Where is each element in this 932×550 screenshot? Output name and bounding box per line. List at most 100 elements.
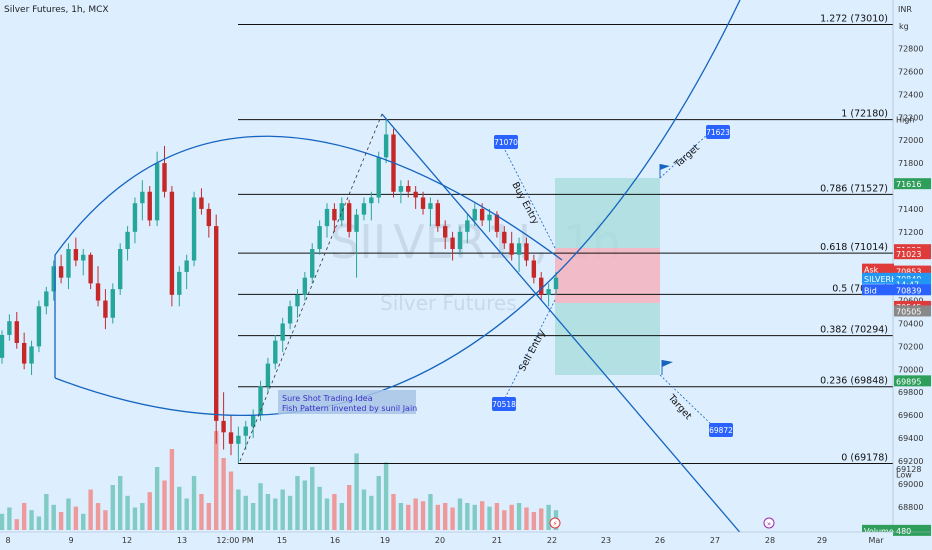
candle-body[interactable] <box>317 226 322 250</box>
candle-body[interactable] <box>354 214 359 232</box>
candle-body[interactable] <box>184 260 189 272</box>
candle-body[interactable] <box>524 243 529 261</box>
candle-body[interactable] <box>206 208 212 227</box>
candle-body[interactable] <box>250 415 256 427</box>
price-tick-label: 69200 <box>898 457 923 466</box>
fish-upper-curve[interactable] <box>54 135 563 261</box>
fish-lower-curve[interactable] <box>54 0 741 416</box>
candle-body[interactable] <box>214 226 219 421</box>
candle-body[interactable] <box>29 346 34 364</box>
candle-body[interactable] <box>125 231 130 250</box>
candle-body[interactable] <box>310 249 315 278</box>
candle-body[interactable] <box>531 260 537 278</box>
candle-body[interactable] <box>428 203 433 209</box>
candle-body[interactable] <box>243 426 248 436</box>
candle-body[interactable] <box>376 157 381 198</box>
candle-body[interactable] <box>383 134 389 158</box>
candle-body[interactable] <box>169 191 175 295</box>
candle-body[interactable] <box>265 363 271 387</box>
candle-body[interactable] <box>191 197 197 261</box>
candle-body[interactable] <box>332 208 337 221</box>
volume-bar <box>191 476 197 530</box>
candle-body[interactable] <box>295 294 300 307</box>
candle-body[interactable] <box>287 306 293 324</box>
candle-body[interactable] <box>44 291 49 307</box>
time-axis-area[interactable] <box>0 532 893 550</box>
candle-body[interactable] <box>21 342 27 364</box>
candle-body[interactable] <box>457 231 463 250</box>
candle-body[interactable] <box>228 432 234 444</box>
candle-body[interactable] <box>435 203 441 227</box>
candle-body[interactable] <box>58 266 64 278</box>
candle-body[interactable] <box>88 254 93 284</box>
target-flag-lower[interactable] <box>661 360 673 375</box>
candle-body[interactable] <box>443 226 448 238</box>
price-tick-label: 69400 <box>898 434 923 443</box>
unit-label[interactable]: kg <box>899 22 909 31</box>
target-zone-upper[interactable] <box>555 178 660 248</box>
candle-body[interactable] <box>177 271 182 295</box>
candle-body[interactable] <box>324 208 330 227</box>
candle-body[interactable] <box>0 334 5 358</box>
volume-bar <box>531 512 537 530</box>
callout-70518[interactable]: 70518 <box>492 397 516 411</box>
candle-body[interactable] <box>81 254 86 261</box>
candle-body[interactable] <box>147 191 152 221</box>
candle-body[interactable] <box>73 249 79 261</box>
candle-body[interactable] <box>502 231 507 244</box>
candle-body[interactable] <box>140 191 145 204</box>
candle-body[interactable] <box>539 277 544 295</box>
candle-body[interactable] <box>487 214 492 221</box>
trading-note[interactable]: Sure Shot Trading Idea Fish Pattern inve… <box>278 390 417 414</box>
candle-body[interactable] <box>494 214 500 232</box>
candle-body[interactable] <box>162 163 167 192</box>
candle-body[interactable] <box>553 277 559 290</box>
candle-body[interactable] <box>509 243 514 255</box>
candle-body[interactable] <box>398 186 404 192</box>
candle-body[interactable] <box>406 186 411 192</box>
candle-body[interactable] <box>302 277 308 295</box>
candle-body[interactable] <box>280 323 285 341</box>
candle-body[interactable] <box>132 203 138 232</box>
currency-label[interactable]: INR <box>898 5 912 14</box>
candle-body[interactable] <box>273 340 278 364</box>
candle-body[interactable] <box>472 208 477 221</box>
candle-body[interactable] <box>258 386 263 416</box>
candle-body[interactable] <box>95 283 101 301</box>
candle-body[interactable] <box>479 208 485 221</box>
candle-body[interactable] <box>413 191 418 198</box>
event-marker-split[interactable]: » <box>763 517 775 529</box>
candle-body[interactable] <box>117 249 123 290</box>
candle-body[interactable] <box>516 243 522 255</box>
candle-body[interactable] <box>369 197 374 204</box>
event-marker-lightning[interactable]: ⚡ <box>549 517 561 529</box>
candle-body[interactable] <box>51 266 56 292</box>
candle-body[interactable] <box>339 203 344 221</box>
candle-body[interactable] <box>420 197 426 209</box>
candle-body[interactable] <box>36 306 42 347</box>
candle-body[interactable] <box>465 220 470 232</box>
candle-body[interactable] <box>546 289 551 295</box>
callout-71070[interactable]: 71070 <box>494 135 518 149</box>
candle-body[interactable] <box>66 249 71 278</box>
candle-body[interactable] <box>7 321 12 335</box>
target-flag-upper[interactable] <box>659 164 670 178</box>
candle-body[interactable] <box>236 435 241 444</box>
callout-71623[interactable]: 71623 <box>706 125 730 139</box>
target-zone-lower[interactable] <box>555 303 660 375</box>
candle-body[interactable] <box>110 289 115 318</box>
candle-body[interactable] <box>221 420 226 433</box>
chart-title[interactable]: Silver Futures, 1h, MCX <box>4 5 109 15</box>
candle-body[interactable] <box>154 163 160 221</box>
candle-body[interactable] <box>103 300 108 318</box>
candle-body[interactable] <box>14 321 19 343</box>
candle-body[interactable] <box>346 203 352 232</box>
sell-trend-line[interactable] <box>381 113 756 550</box>
volume-bar <box>147 492 152 530</box>
callout-69872[interactable]: 69872 <box>709 423 733 437</box>
candle-body[interactable] <box>450 237 455 250</box>
candle-body[interactable] <box>361 203 367 215</box>
swing-dashed-line[interactable] <box>239 113 383 462</box>
candle-body[interactable] <box>199 197 204 209</box>
